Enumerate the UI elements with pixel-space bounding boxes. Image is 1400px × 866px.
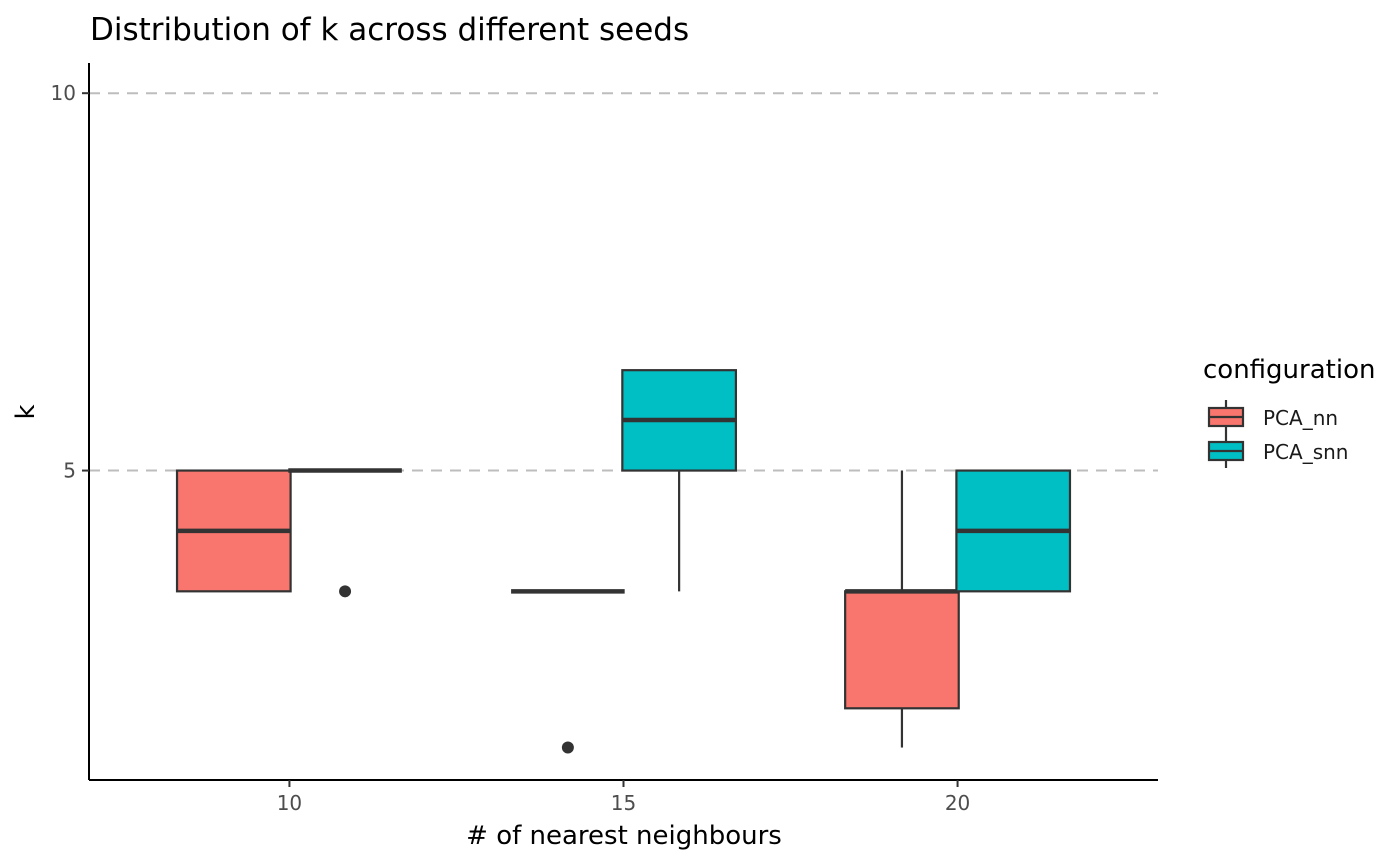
legend-item-PCA_nn: PCA_nn <box>1207 400 1338 434</box>
legend-label-PCA_nn: PCA_nn <box>1263 406 1338 430</box>
box-PCA_nn-20 <box>844 470 960 748</box>
box-PCA_snn-20 <box>955 469 1072 593</box>
x-tick-label-20: 20 <box>945 791 970 815</box>
y-tick-label-10: 10 <box>51 81 76 105</box>
box-PCA_nn-15 <box>511 589 625 754</box>
chart-title: Distribution of k across different seeds <box>90 12 689 48</box>
axis-ticks: 5 10 10 15 20 <box>51 81 971 815</box>
boxes <box>175 369 1072 754</box>
legend: configuration PCA_nn PCA_snn <box>1203 355 1375 468</box>
box-PCA_snn-15 <box>621 369 738 592</box>
y-axis-title: k <box>11 404 41 419</box>
box-body <box>844 590 960 710</box>
legend-title: configuration <box>1203 355 1375 385</box>
x-tick-label-10: 10 <box>277 791 302 815</box>
outlier-point <box>561 741 574 754</box>
x-tick-label-15: 15 <box>611 791 636 815</box>
box-PCA_nn-10 <box>175 469 292 593</box>
legend-label-PCA_snn: PCA_snn <box>1263 440 1348 464</box>
y-tick-label-5: 5 <box>63 459 76 483</box>
outlier-point <box>339 585 352 598</box>
x-axis-title: # of nearest neighbours <box>466 821 782 851</box>
box-PCA_snn-10 <box>288 468 402 598</box>
legend-item-PCA_snn: PCA_snn <box>1207 434 1348 468</box>
